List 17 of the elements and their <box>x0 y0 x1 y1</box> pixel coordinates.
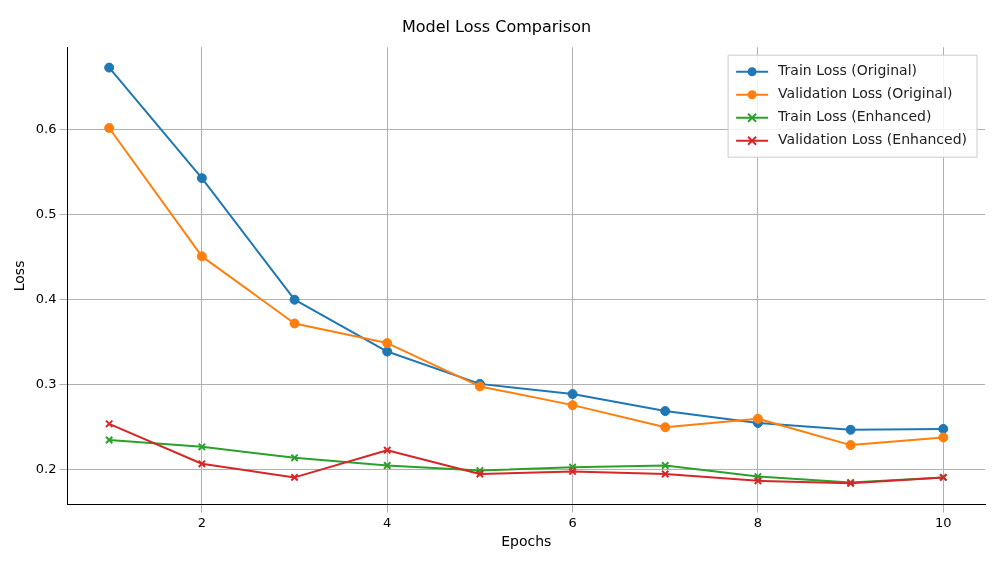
x-tick-label: 6 <box>568 514 577 530</box>
y-tick-label: 0.5 <box>35 206 57 222</box>
legend-label: Train Loss (Enhanced) <box>777 108 932 125</box>
chart-title: Model Loss Comparison <box>401 16 592 36</box>
x-tick-label: 2 <box>197 514 206 530</box>
y-axis-title: Loss <box>11 260 28 292</box>
y-tick-label: 0.2 <box>35 461 57 477</box>
x-axis-title: Epochs <box>501 533 552 550</box>
y-tick-label: 0.4 <box>35 291 57 307</box>
x-tick-label: 4 <box>383 514 392 530</box>
x-tick-label: 8 <box>753 514 763 530</box>
legend-label: Train Loss (Original) <box>777 62 917 79</box>
y-tick-label: 0.3 <box>35 376 57 392</box>
legend-label: Validation Loss (Enhanced) <box>778 131 967 148</box>
legend-label: Validation Loss (Original) <box>778 85 953 102</box>
y-tick-label: 0.6 <box>35 121 57 137</box>
x-tick-label: 10 <box>935 514 952 530</box>
